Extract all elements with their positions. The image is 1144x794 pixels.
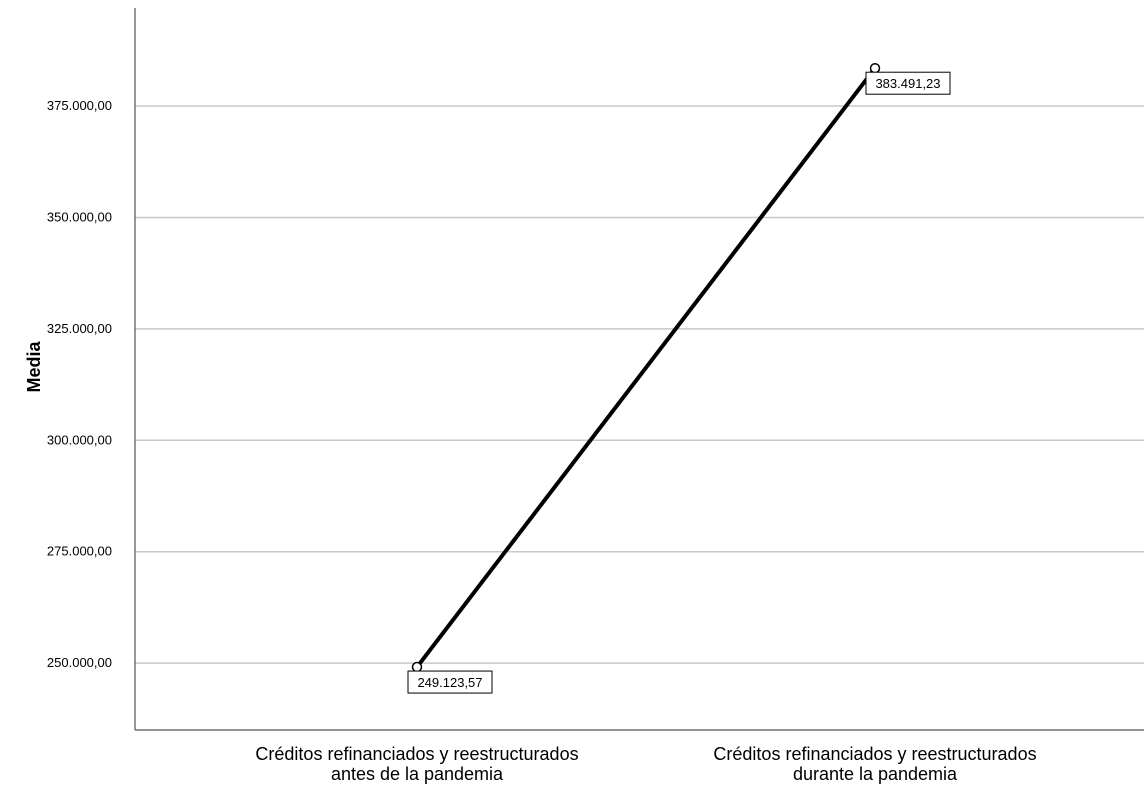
data-point-marker (871, 64, 880, 73)
gridlines (135, 106, 1144, 663)
data-point-marker (413, 663, 422, 672)
x-category-label-line: antes de la pandemia (331, 764, 504, 784)
y-tick-labels: 250.000,00 275.000,00 300.000,00 325.000,00… (47, 98, 112, 670)
series-line-path (417, 68, 875, 667)
y-tick-label: 300.000,00 (47, 432, 112, 447)
x-category-label: Créditos refinanciados y reestructurados… (255, 744, 578, 784)
y-tick-label: 250.000,00 (47, 655, 112, 670)
data-labels: 249.123,57 383.491,23 (408, 72, 950, 693)
y-tick-label: 350.000,00 (47, 209, 112, 224)
x-category-labels: Créditos refinanciados y reestructurados… (255, 744, 1036, 784)
series-line (413, 64, 880, 672)
y-tick-label: 325.000,00 (47, 321, 112, 336)
x-category-label-line: Créditos refinanciados y reestructurados (255, 744, 578, 764)
data-label-text: 383.491,23 (875, 76, 940, 91)
data-label-text: 249.123,57 (417, 675, 482, 690)
y-axis-title: Media (24, 341, 44, 393)
axes (135, 8, 1144, 730)
x-category-label: Créditos refinanciados y reestructurados… (713, 744, 1036, 784)
y-tick-label: 275.000,00 (47, 544, 112, 559)
data-label: 383.491,23 (866, 72, 950, 94)
data-label: 249.123,57 (408, 671, 492, 693)
y-tick-label: 375.000,00 (47, 98, 112, 113)
x-category-label-line: Créditos refinanciados y reestructurados (713, 744, 1036, 764)
x-category-label-line: durante la pandemia (793, 764, 958, 784)
